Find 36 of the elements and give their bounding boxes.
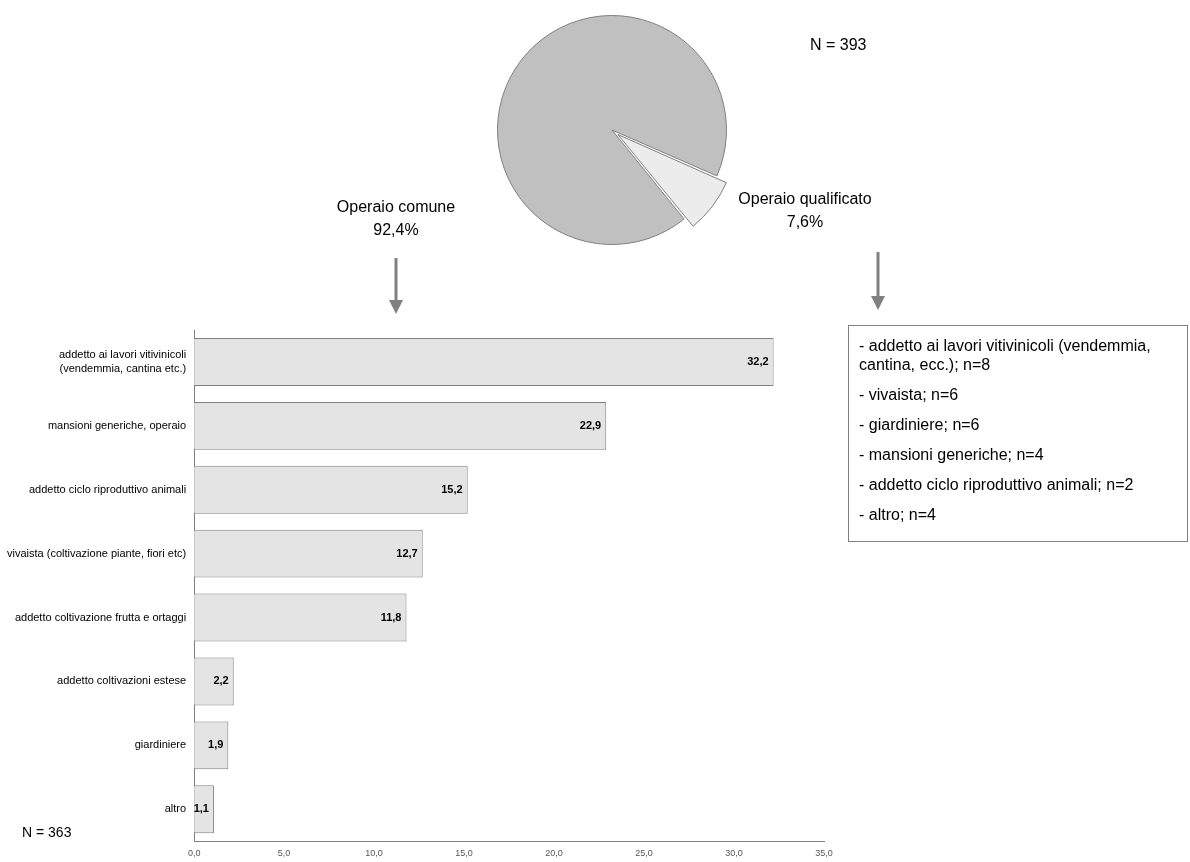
text: - vivaista; n=6 (859, 385, 960, 404)
x-tick-label: 25,0 (635, 848, 653, 859)
x-tick-label: 30,0 (725, 848, 743, 859)
slice-label: Operaio qualificato (738, 190, 872, 207)
text: - addetto ciclo riproduttivo animali; n=2 (859, 475, 1135, 494)
y-tick-label: mansioni generiche, operaio (47, 418, 187, 431)
x-tick-label: 35,0 (815, 848, 833, 859)
x-tick-label: 5,0 (277, 848, 291, 859)
y-tick-label: addetto ai lavori vitivinicoli (vendemmia, cantina etc.) (58, 348, 187, 374)
x-tick-label: 10,0 (365, 848, 383, 859)
data-label: 22,9 (579, 418, 602, 431)
y-tick-label: addetto coltivazione frutta e ortaggi (14, 610, 187, 623)
y-tick-label: addetto coltivazioni estese (57, 674, 187, 687)
data-label: 1,9 (208, 738, 224, 751)
data-label: 12,7 (396, 546, 418, 559)
y-tick-label: vivaista (coltivazione piante, fiori etc) (6, 546, 187, 559)
y-tick-label: altro (164, 802, 187, 815)
x-tick-label: 15,0 (455, 848, 473, 859)
slice-label: Operaio comune (336, 198, 456, 215)
x-tick-label: 20,0 (545, 848, 563, 859)
text: - altro; n=4 (859, 505, 937, 524)
text: N = 393 (810, 36, 867, 53)
text: - addetto ai lavori vitivinicoli (vendemmia, cantina, ecc.); n=8 (859, 336, 1152, 374)
y-tick-label: giardiniere (134, 738, 187, 751)
data-label: 1,1 (193, 802, 209, 815)
data-label: 92,4% (373, 221, 419, 238)
y-tick-label: addetto ciclo riproduttivo animali (28, 482, 187, 495)
data-label: 11,8 (380, 610, 402, 623)
data-label: 15,2 (441, 482, 463, 495)
text: - mansioni generiche; n=4 (859, 445, 1045, 464)
data-label: 7,6% (786, 213, 824, 230)
text: N = 363 (22, 824, 72, 841)
text: - giardiniere; n=6 (859, 415, 981, 434)
x-tick-label: 0,0 (187, 848, 201, 859)
data-label: 2,2 (213, 674, 229, 687)
data-label: 32,2 (747, 354, 769, 367)
